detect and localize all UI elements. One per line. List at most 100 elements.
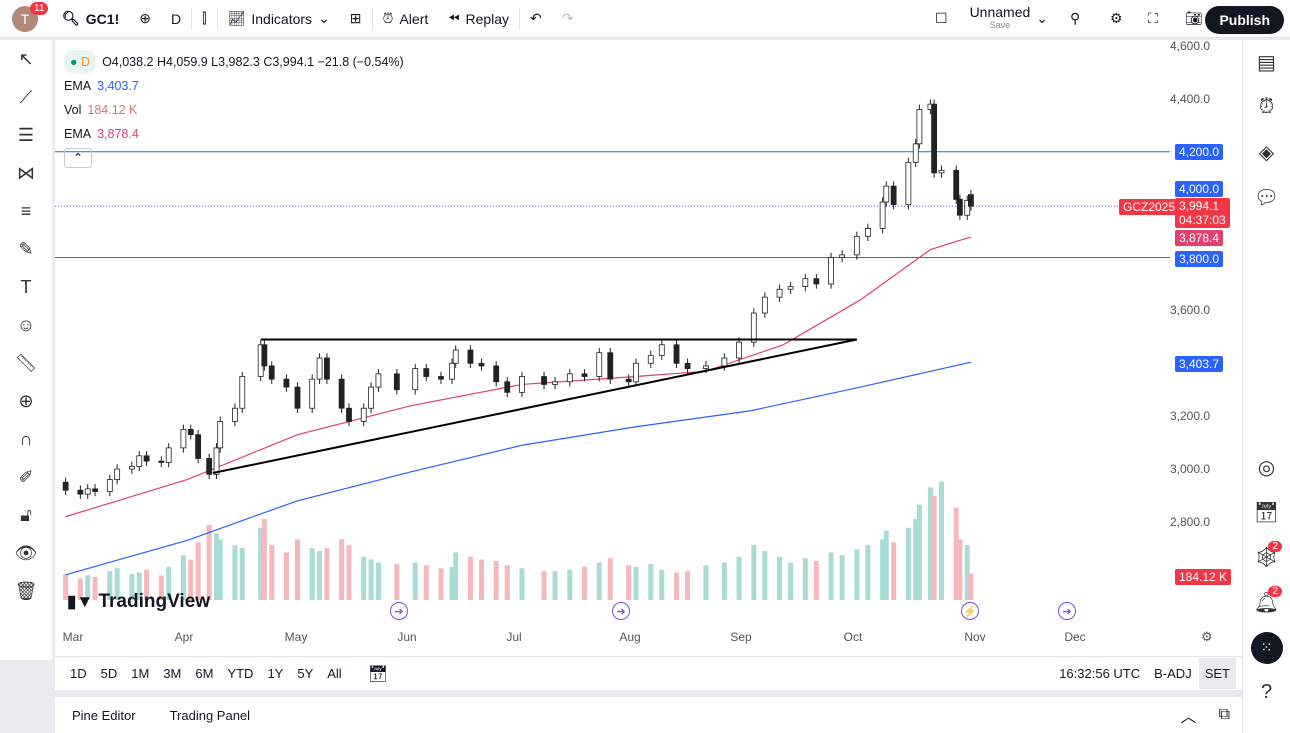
chart-type-button[interactable]: ⫿ xyxy=(192,0,216,38)
symbol-search[interactable]: 🔍︎ GC1! xyxy=(52,0,129,38)
calendar-icon[interactable]: 📅︎ xyxy=(1253,502,1280,524)
event-marker-icon[interactable]: ➔ xyxy=(390,602,408,620)
bottom-panel: Pine Editor Trading Panel ︿ ⧉ xyxy=(55,697,1242,733)
lock-drawing-icon[interactable]: ✐ xyxy=(18,466,34,487)
trendline-icon[interactable]: ⟋ xyxy=(19,86,33,107)
zoom-in-icon[interactable]: ⊕ xyxy=(18,390,34,411)
range-1m[interactable]: 1M xyxy=(131,666,150,681)
candle-body xyxy=(106,479,113,492)
redo-button[interactable]: ↷ xyxy=(552,0,584,38)
screenshot-button[interactable]: 📷︎ xyxy=(1175,0,1213,38)
templates-button[interactable]: ⊞ xyxy=(340,0,372,38)
publish-button[interactable]: Publish xyxy=(1205,6,1284,34)
trading-panel-tab[interactable]: Trading Panel xyxy=(169,707,251,723)
volume-bar xyxy=(144,569,150,600)
range-1y[interactable]: 1Y xyxy=(267,666,284,681)
hline-label-3800: 3,800.0 xyxy=(1175,251,1224,267)
axis-settings-icon[interactable]: ⚙ xyxy=(1201,629,1213,644)
volume-bar xyxy=(114,568,120,600)
volume-bar xyxy=(214,533,220,600)
brush-icon[interactable]: ✎ xyxy=(18,238,34,259)
ruler-icon[interactable]: 📏︎ xyxy=(14,352,38,373)
set-toggle[interactable]: SET xyxy=(1198,658,1236,689)
text-icon[interactable]: T xyxy=(20,276,32,297)
candle-body xyxy=(890,185,897,206)
cursor-icon[interactable]: ↖ xyxy=(18,48,34,69)
lock-icon[interactable]: 🔓︎ xyxy=(20,504,32,525)
ema50-price-label: 3,878.4 xyxy=(1175,230,1224,246)
volume-bar xyxy=(107,571,113,600)
last-price-label: 3,994.1 04:37:03 xyxy=(1175,198,1230,228)
magnet-icon[interactable]: ∩ xyxy=(19,428,33,449)
layers-icon[interactable]: ◈ xyxy=(1258,142,1275,164)
candle-body xyxy=(596,352,603,377)
date-range-calendar-icon[interactable]: 📅︎ xyxy=(367,665,389,683)
clock[interactable]: 16:32:56 UTC xyxy=(1059,666,1141,681)
candle-body xyxy=(180,428,187,449)
spiderweb-icon[interactable]: 🕸︎ 2 xyxy=(1243,535,1290,580)
layout-button[interactable]: ☐ Unnamed Save ⌄ xyxy=(925,0,1058,38)
candle-body xyxy=(761,296,768,314)
pattern-icon[interactable]: ⋈ xyxy=(17,162,35,183)
ema50-line xyxy=(65,236,972,518)
volume-bar xyxy=(261,519,267,600)
event-marker-icon[interactable]: ➔ xyxy=(1058,602,1076,620)
emoji-icon[interactable]: ☺ xyxy=(16,314,36,335)
undo-button[interactable]: ↶ xyxy=(520,0,552,38)
candle-body xyxy=(673,344,680,364)
layout-name: Unnamed xyxy=(969,3,1031,20)
volume-bar xyxy=(802,558,808,600)
indicators-button[interactable]: 📈︎ Indicators ⌄ xyxy=(218,0,340,38)
help-icon[interactable]: ? xyxy=(1260,681,1273,703)
volume-price-label: 184.12 K xyxy=(1175,569,1232,585)
maximize-panel-icon[interactable]: ⧉ xyxy=(1218,706,1230,723)
alert-button[interactable]: ⏰︎ Alert xyxy=(373,0,439,38)
trash-icon[interactable]: 🗑︎ xyxy=(14,580,38,601)
fullscreen-button[interactable]: ⛶ xyxy=(1138,0,1168,38)
chat-icon[interactable]: 💬︎ xyxy=(1253,187,1280,209)
pine-editor-tab[interactable]: Pine Editor xyxy=(72,707,136,723)
candle-body xyxy=(607,352,614,380)
range-5y[interactable]: 5Y xyxy=(297,666,314,681)
technicals-icon[interactable]: ◎ xyxy=(1257,457,1276,479)
candle-body xyxy=(294,386,301,409)
volume-bar xyxy=(541,571,547,600)
notifications-bell-icon[interactable]: 🔔︎ 2 xyxy=(1243,580,1290,625)
market-status: ● D xyxy=(64,50,97,74)
apps-grid-icon[interactable]: ⁙ xyxy=(1243,625,1290,670)
horizontal-lines-icon[interactable]: ☰ xyxy=(17,124,35,145)
range-all[interactable]: All xyxy=(327,666,342,681)
range-5d[interactable]: 5D xyxy=(100,666,118,681)
collapse-legend-button[interactable]: ⌃ xyxy=(64,148,92,168)
collapse-panel-icon[interactable]: ︿ xyxy=(1180,709,1197,726)
watchlist-icon[interactable]: ▤ xyxy=(1257,52,1276,74)
b-adj-toggle[interactable]: B-ADJ xyxy=(1154,666,1192,681)
dividend-marker-icon[interactable]: ⚡ xyxy=(961,602,979,620)
alerts-clock-icon[interactable]: ⏰︎ xyxy=(1258,96,1275,118)
replay-button[interactable]: ⏪︎ Replay xyxy=(438,0,519,38)
ascending-trendline xyxy=(212,338,858,474)
range-6m[interactable]: 6M xyxy=(195,666,214,681)
eye-icon[interactable]: 👁︎ xyxy=(14,542,38,563)
compare-button[interactable]: ⊕ xyxy=(129,0,161,38)
range-ytd[interactable]: YTD xyxy=(227,666,254,681)
settings-button[interactable]: ⚙ xyxy=(1100,0,1133,38)
volume-bar xyxy=(968,573,974,600)
event-marker-icon[interactable]: ➔ xyxy=(612,602,630,620)
indicators-icon: 📈︎ xyxy=(227,10,246,26)
search-bolt-icon: ⚲ xyxy=(1070,10,1081,26)
candle-body xyxy=(438,376,444,380)
fib-icon[interactable]: ≡ xyxy=(20,200,32,221)
range-3m[interactable]: 3M xyxy=(163,666,182,681)
interval-button[interactable]: D xyxy=(170,10,182,27)
candle-body xyxy=(77,489,84,495)
quick-search-button[interactable]: ⚲ xyxy=(1060,0,1090,38)
rewind-icon: ⏪︎ xyxy=(448,10,460,26)
volume-bar xyxy=(478,559,484,600)
volume-bar xyxy=(283,552,289,600)
bottom-toolbar: 1D 5D 1M 3M 6M YTD 1Y 5Y All 📅︎ 16:32:56… xyxy=(55,656,1242,690)
ema50-value: 3,878.4 xyxy=(97,127,139,141)
range-1d[interactable]: 1D xyxy=(70,666,87,681)
volume-bar xyxy=(721,562,727,600)
